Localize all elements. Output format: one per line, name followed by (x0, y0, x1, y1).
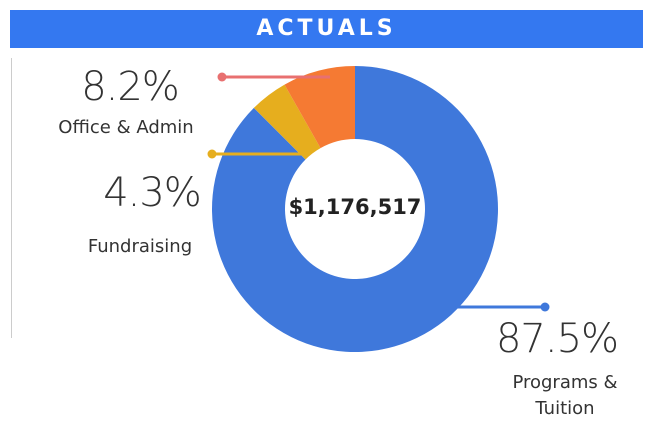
divider (11, 58, 12, 338)
category-label: Programs & Tuition (512, 372, 618, 419)
value-label: 4.3% (103, 170, 202, 216)
category-label: Office & Admin (58, 117, 194, 138)
donut-slice (211, 66, 498, 352)
leader-dot (217, 72, 227, 82)
center-label: $1,176,517 (288, 195, 422, 219)
donut-slice (284, 66, 355, 149)
value-label: 8.2% (81, 64, 180, 110)
chart-title: ACTUALS (10, 10, 643, 48)
value-label: 87.5% (495, 316, 619, 362)
leader-dot (207, 149, 217, 159)
category-label: Fundraising (87, 236, 193, 257)
leader-dot (540, 302, 550, 312)
donut-slice (253, 84, 321, 160)
